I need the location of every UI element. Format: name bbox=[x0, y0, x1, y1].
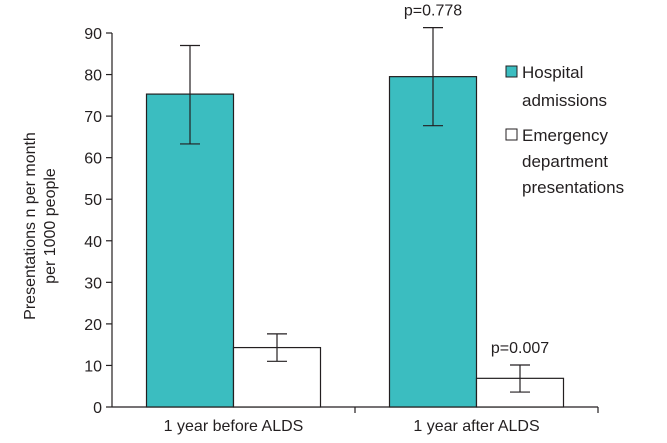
bar-hospital-admissions-0 bbox=[145, 93, 235, 408]
bar-hospital-admissions-1 bbox=[388, 76, 478, 408]
tick-labels: 0 10 20 30 40 50 60 70 80 90 1 year before ALDS 1 y… bbox=[84, 26, 539, 435]
legend: Hospital admissions Emergency department… bbox=[505, 63, 624, 197]
bars bbox=[145, 76, 565, 408]
legend-label-emergency-line3: presentations bbox=[522, 178, 624, 197]
y-tick-label: 10 bbox=[84, 358, 102, 375]
y-tick-label: 90 bbox=[84, 26, 102, 43]
y-tick-label: 60 bbox=[84, 151, 102, 168]
error-bars bbox=[180, 26, 530, 393]
legend-label-emergency-line2: department bbox=[522, 152, 608, 171]
legend-swatch-emergency-department-presentations bbox=[505, 128, 518, 141]
y-tick-label: 20 bbox=[84, 317, 102, 334]
y-tick-label: 30 bbox=[84, 275, 102, 292]
y-tick-label: 40 bbox=[84, 234, 102, 251]
annotations: p=0.778 p=0.007 bbox=[404, 3, 549, 357]
legend-label-emergency-line1: Emergency bbox=[522, 126, 608, 145]
legend-label-hospital-admissions-line1: Hospital bbox=[522, 63, 583, 82]
y-tick-label: 80 bbox=[84, 68, 102, 85]
y-axis-title-line2: per 1000 people bbox=[42, 168, 59, 284]
p-value-annotation-0: p=0.778 bbox=[404, 3, 462, 20]
x-tick-label: 1 year before ALDS bbox=[164, 418, 304, 435]
y-tick-label: 0 bbox=[93, 400, 102, 417]
x-tick-label: 1 year after ALDS bbox=[413, 418, 539, 435]
y-tick-label: 50 bbox=[84, 192, 102, 209]
legend-swatch-hospital-admissions bbox=[505, 65, 518, 78]
legend-label-hospital-admissions-line2: admissions bbox=[522, 91, 607, 110]
p-value-annotation-1: p=0.007 bbox=[491, 340, 549, 357]
y-tick-label: 70 bbox=[84, 109, 102, 126]
y-axis-title-line1: Presentations n per month bbox=[22, 132, 39, 320]
